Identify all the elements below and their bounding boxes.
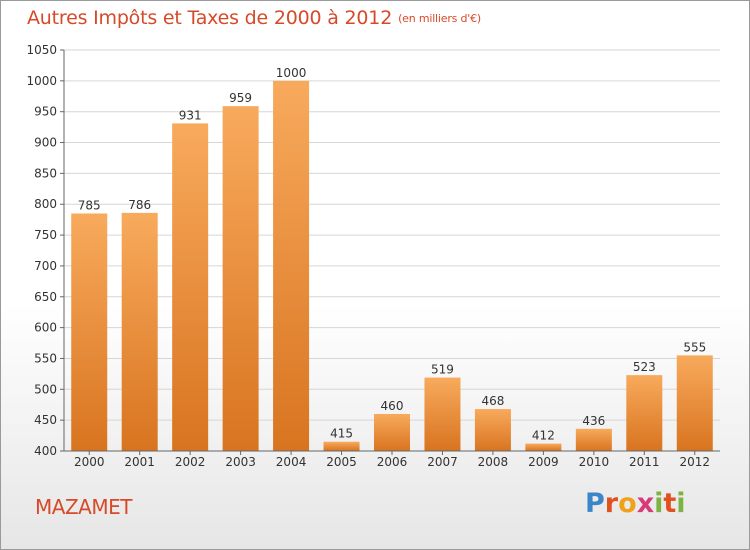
bar-2002: [172, 123, 209, 451]
y-axis: 400 450 500 550 600 650 700 750 800 850 900 950 1000…: [26, 43, 65, 458]
bar-2005: [323, 441, 360, 451]
y-tick-label: 1000: [26, 74, 57, 88]
bar-2011: [626, 375, 663, 451]
bar-2008: [474, 409, 511, 451]
chart-unit: (en milliers d'€): [398, 12, 481, 25]
data-labels: 785 786 931 959 1000 415 460 519 468 412 436 523 555: [78, 66, 706, 443]
data-label-2009: 412: [532, 429, 555, 443]
x-tick-label-2002: 2002: [175, 455, 206, 469]
bars: [71, 80, 713, 451]
bar-2004: [273, 80, 310, 451]
x-tick-label-2009: 2009: [528, 455, 559, 469]
bar-2006: [374, 413, 410, 451]
chart-title-text: Autres Impôts et Taxes de 2000 à 2012: [27, 7, 393, 29]
data-label-2011: 523: [633, 360, 656, 374]
y-tick-label: 1050: [26, 43, 57, 57]
x-axis: 2000 2001 2002 2003 2004 2005 2006 2007 2008 2009…: [64, 450, 720, 469]
bar-2010: [575, 428, 612, 451]
bar-2001: [121, 212, 158, 451]
y-tick-label: 500: [34, 382, 57, 396]
y-tick-label: 850: [34, 166, 57, 180]
data-label-2012: 555: [683, 340, 706, 354]
x-tick-label-2003: 2003: [225, 455, 256, 469]
chart-title: Autres Impôts et Taxes de 2000 à 2012 (en…: [27, 7, 481, 29]
y-tick-label: 650: [34, 290, 57, 304]
y-tick-label: 900: [34, 136, 57, 150]
x-tick-label-2000: 2000: [74, 455, 105, 469]
x-tick-label-2010: 2010: [579, 455, 610, 469]
x-tick-label-2007: 2007: [427, 455, 458, 469]
x-tick-label-2011: 2011: [629, 455, 660, 469]
data-label-2004: 1000: [276, 66, 307, 80]
grid-lines: [64, 49, 720, 452]
data-label-2008: 468: [481, 394, 504, 408]
bar-2012: [676, 355, 713, 451]
y-tick-label: 700: [34, 259, 57, 273]
data-label-2001: 786: [128, 198, 151, 212]
y-tick-label: 550: [34, 351, 57, 365]
proxiti-logo: Proxiti: [585, 488, 686, 519]
data-label-2006: 460: [381, 399, 404, 413]
x-tick-label-2004: 2004: [276, 455, 307, 469]
data-label-2007: 519: [431, 363, 454, 377]
bar-2007: [424, 377, 461, 451]
data-label-2005: 415: [330, 427, 353, 441]
x-tick-label-2001: 2001: [124, 455, 155, 469]
town-name: MAZAMET: [35, 495, 132, 519]
data-label-2000: 785: [78, 198, 101, 212]
y-tick-label: 950: [34, 105, 57, 119]
bar-2003: [222, 106, 259, 451]
y-tick-label: 800: [34, 197, 57, 211]
y-tick-label: 450: [34, 413, 57, 427]
x-tick-label-2008: 2008: [478, 455, 509, 469]
data-label-2002: 931: [179, 108, 202, 122]
bar-2000: [71, 213, 108, 451]
bar-2009: [525, 443, 562, 451]
y-tick-label: 750: [34, 228, 57, 242]
x-tick-label-2006: 2006: [377, 455, 408, 469]
x-tick-label-2012: 2012: [679, 455, 710, 469]
y-tick-label: 400: [34, 444, 57, 458]
y-tick-label: 600: [34, 321, 57, 335]
data-label-2010: 436: [582, 414, 605, 428]
data-label-2003: 959: [229, 91, 252, 105]
x-tick-label-2005: 2005: [326, 455, 357, 469]
